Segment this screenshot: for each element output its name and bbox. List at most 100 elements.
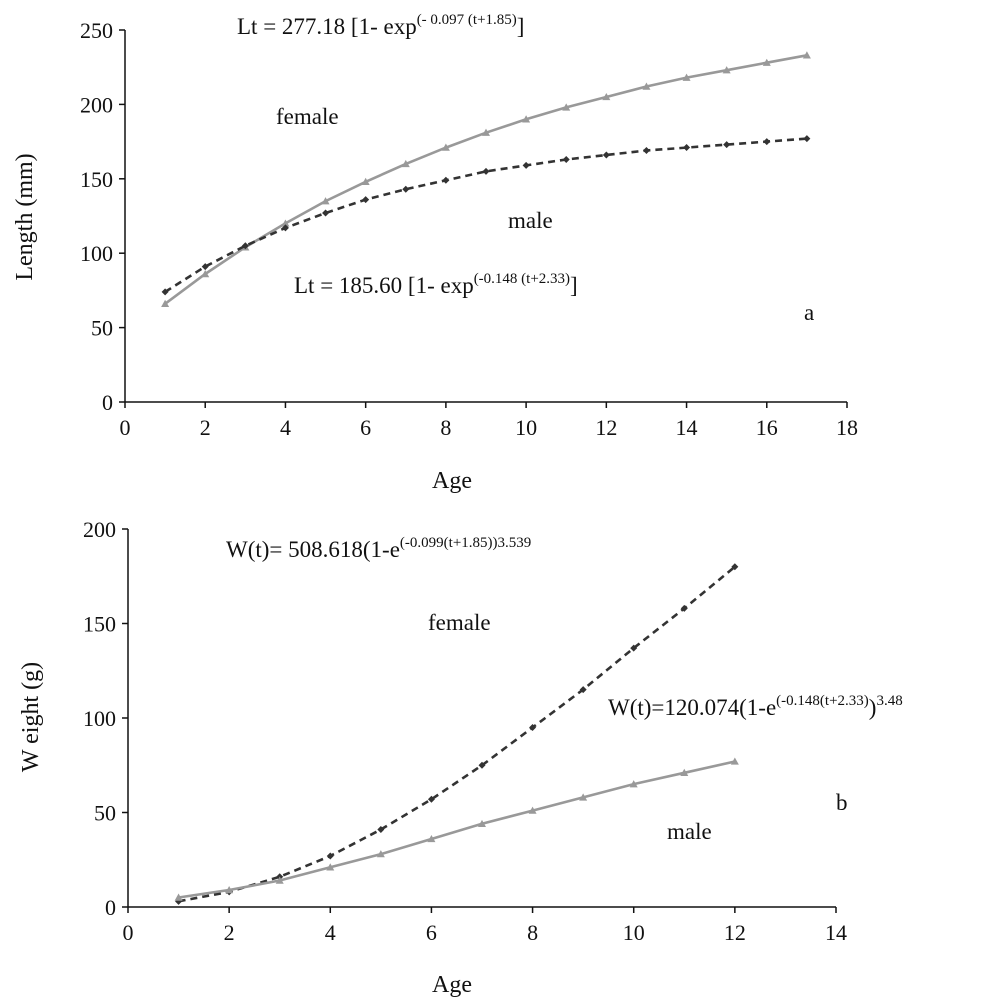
panel-a-x-tick-label: 18 — [836, 415, 858, 440]
panel-a-female-point — [562, 103, 571, 111]
panel-a-y-tick-label: 200 — [80, 92, 113, 117]
panel-b-male-point — [680, 768, 689, 777]
panel-b-male-point — [579, 793, 588, 801]
panel-a-female-point — [441, 143, 450, 151]
panel-b-y-tick-label: 0 — [105, 895, 116, 920]
panel-b-male-point — [326, 863, 335, 871]
panel-a-female-line — [164, 54, 808, 305]
panel-a-male-point — [241, 242, 249, 250]
panel-a-female-point — [642, 82, 651, 90]
panel-a-x-tick-label: 2 — [200, 415, 211, 440]
panel-a-x-tick-label: 12 — [595, 415, 617, 440]
panel-b-male-point — [730, 757, 739, 765]
panel-b-male-point — [174, 893, 183, 901]
panel-a-female-point — [361, 177, 370, 185]
panel-a-x-tick-label: 4 — [280, 415, 291, 440]
panel-a-x-tick-label: 14 — [676, 415, 698, 440]
panel-b-female-point — [579, 686, 587, 694]
panel-b-female-point — [427, 795, 435, 803]
panel-b-x-tick-label: 12 — [724, 920, 746, 945]
panel-a-y-tick-label: 100 — [80, 241, 113, 266]
panel-a-female-point — [482, 128, 490, 136]
panel-a-male-point — [803, 135, 811, 143]
panel-a-male-point — [522, 161, 530, 169]
panel-a-male-point — [642, 147, 650, 155]
panel-b-female-point — [731, 563, 739, 571]
eq-tail: ] — [570, 273, 578, 298]
panel-b-series — [174, 563, 739, 905]
panel-b-y-axis-title: W eight (g) — [18, 662, 44, 772]
panel-b-x-tick-label: 4 — [325, 920, 336, 945]
eq-tail: ] — [517, 14, 525, 39]
panel-b-y-tick-label: 50 — [94, 801, 116, 826]
panel-b-female-point — [326, 852, 334, 860]
panel-b-male-point — [376, 850, 385, 858]
panel-b-male-point — [478, 819, 486, 828]
panel-a-male-point — [442, 176, 450, 184]
eq-sup2: 3.539 — [498, 535, 532, 551]
panel-a-female-point — [401, 159, 410, 168]
panel-a-male-equation: Lt = 185.60 [1- exp(-0.148 (t+2.33)] — [294, 271, 578, 298]
panel-a-female-point — [201, 270, 210, 278]
panel-b-male-point — [427, 834, 436, 843]
panel-a-y-tick-label: 0 — [102, 390, 113, 415]
panel-b-x-tick-label: 10 — [623, 920, 645, 945]
panel-a-x-tick-label: 16 — [756, 415, 778, 440]
eq-sup: (- 0.097 (t+1.85) — [417, 12, 517, 28]
panel-a-male-label: male — [508, 208, 553, 233]
panel-a-female-point — [682, 73, 691, 81]
panel-a-male-point — [723, 141, 731, 149]
panel-b-male-point — [629, 780, 638, 788]
panel-a-male-point — [683, 144, 691, 152]
panel-b-male-point — [275, 876, 284, 884]
panel-b-ticks: 0 2 4 6 8 10 12 14 0 50 100 150 200 — [83, 517, 847, 945]
panel-a-male-point — [763, 138, 771, 146]
panel-a-y-tick-label: 250 — [80, 18, 113, 43]
panel-b-y-tick-label: 200 — [83, 517, 116, 542]
panel-b-female-point — [478, 761, 486, 769]
panel-a-male-point — [201, 263, 209, 271]
panel-b-x-tick-label: 2 — [224, 920, 235, 945]
eq-main: W(t)= 508.618(1-e — [226, 537, 400, 562]
panel-a-y-axis-title: Length (mm) — [12, 153, 38, 280]
panel-b-x-axis-title: Age — [432, 972, 472, 998]
panel-a-male-point — [322, 209, 330, 217]
eq-sup: (-0.148 (t+2.33) — [474, 271, 570, 287]
panel-b-female-point — [529, 723, 537, 731]
panel-a-x-tick-label: 8 — [440, 415, 451, 440]
panel-b-y-tick-label: 150 — [83, 612, 116, 637]
panel-a-series — [161, 51, 811, 307]
panel-a-female-point — [281, 219, 290, 227]
panel-a-y-tick-label: 50 — [91, 316, 113, 341]
panel-b-y-tick-label: 100 — [83, 706, 116, 731]
panel-b-male-equation: W(t)=120.074(1-e(-0.148(t+2.33))3.48 — [608, 693, 903, 720]
panel-a-male-point — [602, 151, 610, 159]
panel-a-female-point — [802, 51, 811, 59]
panel-b-x-tick-label: 8 — [527, 920, 538, 945]
panel-b-panel-label: b — [836, 790, 848, 815]
panel-b-female-label: female — [428, 610, 491, 635]
panel-b-female-point — [630, 644, 638, 652]
panel-b-male-line — [178, 760, 736, 899]
panel-a-panel-label: a — [804, 300, 814, 325]
panel-b-female-point — [680, 604, 688, 612]
eq-sup: (-0.148(t+2.33) — [776, 693, 869, 709]
panel-a-female-label: female — [276, 104, 339, 129]
panel-a-male-point — [482, 167, 490, 175]
panel-a-x-tick-label: 6 — [360, 415, 371, 440]
eq-close: ) — [493, 535, 498, 551]
panel-a-male-point — [402, 185, 410, 193]
panel-b-female-point — [377, 826, 385, 834]
eq-main: Lt = 185.60 [1- exp — [294, 273, 474, 298]
panel-a-male-point — [161, 288, 169, 296]
panel-a-ticks: 0 2 4 6 8 10 12 14 16 18 0 50 100 150 200 250 — [80, 18, 858, 440]
panel-a-female-point — [602, 92, 611, 101]
panel-b-x-tick-label: 6 — [426, 920, 437, 945]
panel-b-x-tick-label: 0 — [123, 920, 134, 945]
panel-a-male-point — [562, 155, 570, 163]
panel-a-female-point — [321, 197, 330, 205]
eq-close: ) — [869, 695, 877, 720]
eq-main: Lt = 277.18 [1- exp — [237, 14, 417, 39]
